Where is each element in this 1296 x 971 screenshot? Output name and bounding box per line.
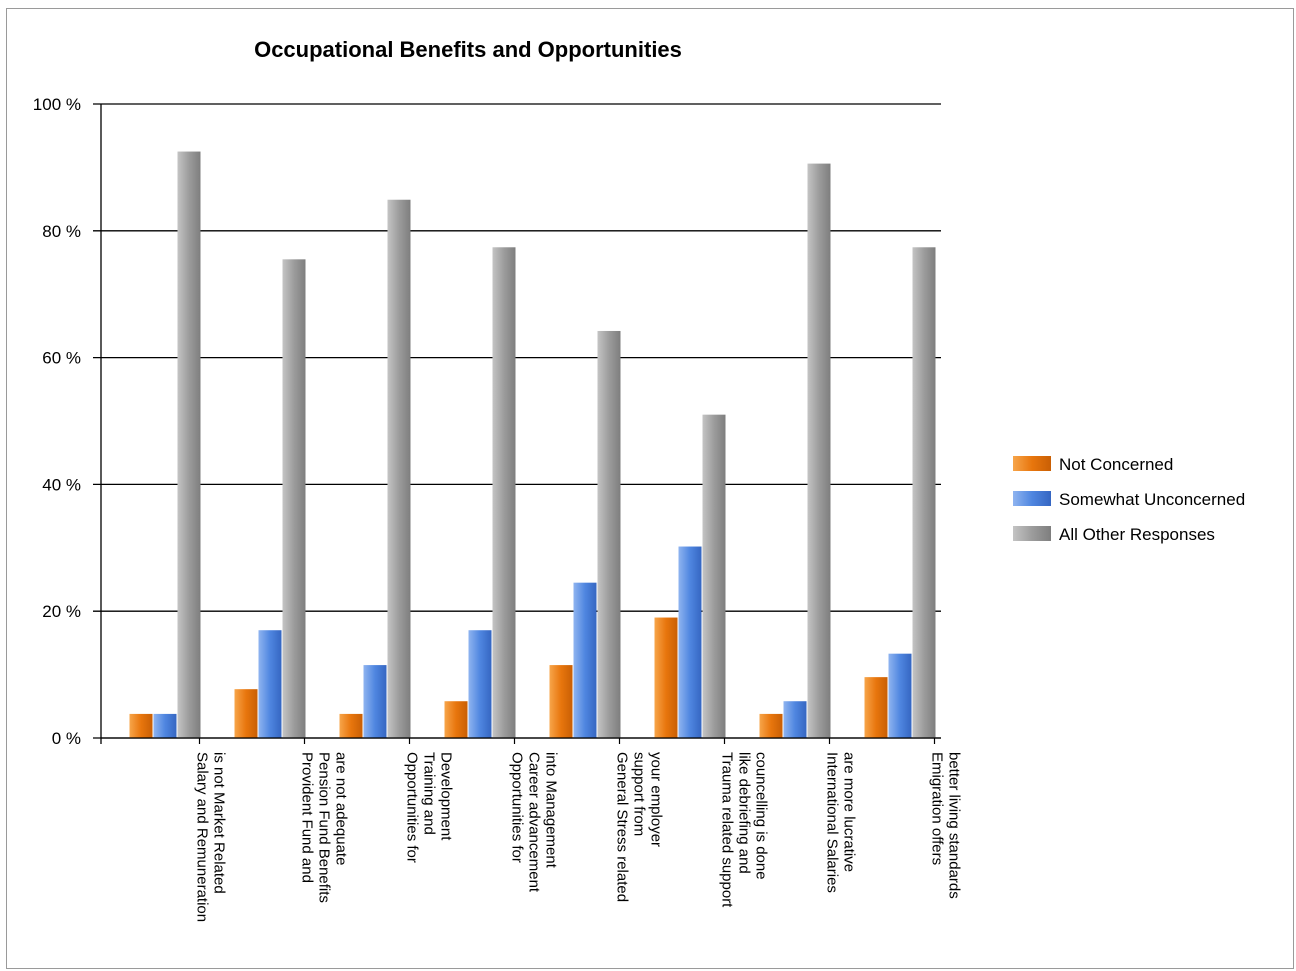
bar-somewhat-unconcerned [258, 630, 282, 738]
bar-not-concerned [234, 689, 258, 738]
x-tick-label: Provident Fund and Pension Fund Benefits a… [299, 752, 350, 903]
legend-swatch [1013, 456, 1051, 471]
x-tick-label-line: Provident Fund and [299, 752, 316, 883]
legend: Not Concerned Somewhat Unconcerned All Oth… [1013, 455, 1245, 544]
x-tick-label-line: Career advancement [526, 752, 543, 893]
legend-label: Somewhat Unconcerned [1059, 490, 1245, 509]
bar-not-concerned [444, 701, 468, 738]
legend-label: Not Concerned [1059, 455, 1173, 474]
legend-swatch [1013, 526, 1051, 541]
legend-label: All Other Responses [1059, 525, 1215, 544]
axis-layer: 100 % 80 % 60 % 40 % 20 % 0 % [33, 95, 941, 748]
bar-somewhat-unconcerned [363, 665, 387, 738]
x-tick-label-line: Trauma related support [719, 752, 736, 908]
x-tick-label: General Stress related support from your e… [614, 752, 665, 902]
x-tick-label-line: your employer [648, 752, 665, 847]
x-tick-label-line: are not adequate [333, 752, 350, 865]
chart-title: Occupational Benefits and Opportunities [254, 37, 682, 62]
x-tick-label-line: Pension Fund Benefits [316, 752, 333, 903]
x-tick-label-line: better living standards [946, 752, 963, 899]
bar-not-concerned [864, 677, 888, 738]
bar-all-other-responses [492, 247, 516, 738]
x-tick-label-line: Opportunities for [404, 752, 421, 863]
x-tick-label-line: into Management [543, 752, 560, 869]
y-tick-label: 60 % [42, 349, 81, 368]
x-tick-label: Opportunities for Career advancement into … [509, 752, 560, 893]
x-tick-label: Opportunities for Training and Development [404, 752, 455, 863]
x-tick-label-line: Training and [421, 752, 438, 835]
x-tick-label-line: are more lucrative [841, 752, 858, 872]
x-tick-label-line: Salary and Remuneration [194, 752, 211, 922]
bar-somewhat-unconcerned [573, 582, 597, 738]
y-tick-label: 0 % [52, 729, 81, 748]
x-tick-label: Salary and Remuneration is not Market Rel… [194, 752, 228, 922]
x-tick-label: Trauma related support like debriefing an… [719, 752, 770, 908]
y-tick-label: 40 % [42, 475, 81, 494]
bar-layer [129, 151, 936, 739]
bar-all-other-responses [597, 330, 621, 738]
x-tick-label-line: support from [631, 752, 648, 836]
bar-all-other-responses [177, 151, 201, 739]
x-tick-label: International Salaries are more lucrative [824, 752, 858, 893]
x-tick-label-line: councelling is done [753, 752, 770, 880]
x-tick-labels: Salary and Remuneration is not Market Rel… [194, 752, 963, 922]
bar-all-other-responses [387, 199, 411, 738]
bar-not-concerned [549, 665, 573, 738]
chart-frame [6, 8, 1294, 969]
x-tick-label-line: Development [438, 752, 455, 841]
bar-all-other-responses [702, 414, 726, 738]
bar-not-concerned [129, 713, 153, 738]
x-tick-label-line: like debriefing and [736, 752, 753, 874]
x-tick-label-line: Emigration offers [929, 752, 946, 865]
y-tick-label: 100 % [33, 95, 81, 114]
bar-all-other-responses [912, 247, 936, 738]
x-tick-label-line: International Salaries [824, 752, 841, 893]
bar-not-concerned [759, 713, 783, 738]
y-tick-label: 20 % [42, 602, 81, 621]
bar-all-other-responses [807, 163, 831, 738]
bar-somewhat-unconcerned [468, 630, 492, 738]
x-tick-label-line: General Stress related [614, 752, 631, 902]
legend-swatch [1013, 491, 1051, 506]
bar-somewhat-unconcerned [153, 713, 177, 738]
x-tick-label-line: is not Market Related [211, 752, 228, 894]
bar-somewhat-unconcerned [888, 653, 912, 738]
bar-not-concerned [339, 713, 363, 738]
x-tick-label: Emigration offers better living standards [929, 752, 963, 899]
bar-all-other-responses [282, 259, 306, 738]
bar-somewhat-unconcerned [678, 546, 702, 738]
y-tick-label: 80 % [42, 222, 81, 241]
bar-not-concerned [654, 617, 678, 738]
x-tick-label-line: Opportunities for [509, 752, 526, 863]
bar-somewhat-unconcerned [783, 701, 807, 738]
